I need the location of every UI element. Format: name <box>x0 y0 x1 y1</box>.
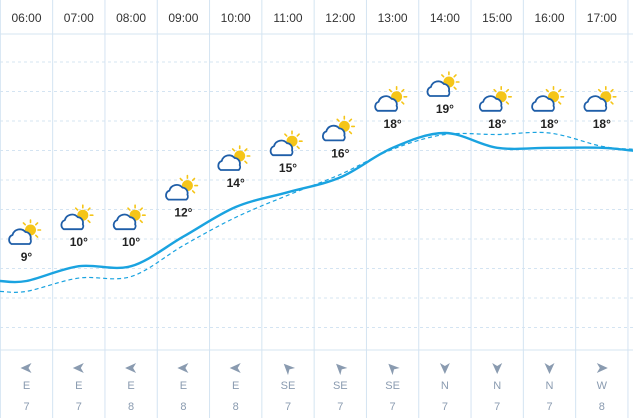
partly-cloudy-icon <box>531 86 565 112</box>
wind-arrow-icon <box>596 363 608 373</box>
wind-direction-label: N <box>441 380 449 392</box>
hour-column: 06:00 9° E 7 <box>8 11 42 413</box>
wind-direction-label: N <box>546 380 554 392</box>
temperature-label: 18° <box>488 117 506 131</box>
wind-arrow-icon <box>72 363 84 373</box>
wind-speed-label: 7 <box>76 401 82 413</box>
wind-arrow-icon <box>125 363 137 373</box>
wind-arrow-icon <box>336 363 348 376</box>
hour-label: 16:00 <box>534 11 564 25</box>
hour-label: 17:00 <box>587 11 617 25</box>
temperature-label: 18° <box>593 117 611 131</box>
hour-column: 17:00 18° W 8 <box>583 11 617 413</box>
wind-speed-label: 8 <box>180 401 186 413</box>
temperature-label: 19° <box>436 102 454 116</box>
temperature-label: 10° <box>70 235 88 249</box>
wind-arrow-icon <box>177 363 189 373</box>
partly-cloudy-icon <box>478 86 513 112</box>
hour-column: 07:00 10° E 7 <box>60 11 94 413</box>
series-line-solid <box>0 131 633 284</box>
partly-cloudy-icon <box>165 174 199 201</box>
hour-label: 07:00 <box>64 11 94 25</box>
hour-label: 13:00 <box>378 11 408 25</box>
wind-speed-label: 7 <box>337 401 343 413</box>
temperature-label: 18° <box>384 117 402 131</box>
wind-arrow-icon <box>492 363 503 374</box>
partly-cloudy-icon <box>583 86 617 112</box>
hour-column: 16:00 18° N 7 <box>531 11 565 413</box>
temperature-label: 9° <box>21 250 33 264</box>
wind-direction-label: SE <box>385 380 400 392</box>
hour-column: 15:00 18° N 7 <box>478 11 513 413</box>
wind-speed-label: 7 <box>546 401 552 413</box>
wind-arrow-icon <box>283 363 296 376</box>
hour-label: 06:00 <box>11 11 41 25</box>
hour-column: 13:00 18° SE 7 <box>374 11 408 413</box>
horizontal-gridlines <box>0 33 633 351</box>
wind-speed-label: 7 <box>442 401 448 413</box>
temperature-label: 18° <box>540 117 558 131</box>
partly-cloudy-icon <box>322 115 356 142</box>
hour-column: 11:00 15° SE 7 <box>269 11 303 413</box>
wind-direction-label: E <box>232 380 239 392</box>
hour-label: 08:00 <box>116 11 146 25</box>
partly-cloudy-icon <box>426 71 460 97</box>
hour-column: 08:00 10° E 8 <box>112 11 146 413</box>
hour-columns: 06:009°E707:0010°E708:0010°E809:0012°E81… <box>8 11 617 413</box>
hour-label: 12:00 <box>325 11 355 25</box>
wind-arrow-icon <box>439 363 450 374</box>
temperature-label: 12° <box>174 206 192 220</box>
hour-column: 10:00 14° E 8 <box>217 11 251 413</box>
wind-direction-label: SE <box>333 380 348 392</box>
partly-cloudy-icon <box>374 86 408 112</box>
temperature-label: 10° <box>122 235 140 249</box>
wind-arrow-icon <box>20 363 32 373</box>
series-line-dashed <box>0 131 633 293</box>
wind-direction-label: E <box>127 380 134 392</box>
wind-direction-label: E <box>23 380 30 392</box>
hour-label: 10:00 <box>221 11 251 25</box>
partly-cloudy-icon <box>269 130 303 157</box>
wind-speed-label: 7 <box>285 401 291 413</box>
wind-direction-label: E <box>75 380 82 392</box>
partly-cloudy-icon <box>112 204 146 231</box>
partly-cloudy-icon <box>217 145 251 171</box>
temperature-label: 14° <box>227 176 245 190</box>
temperature-label: 16° <box>331 146 349 160</box>
wind-arrow-icon <box>229 363 241 373</box>
wind-speed-label: 7 <box>390 401 396 413</box>
wind-speed-label: 7 <box>494 401 500 413</box>
wind-direction-label: N <box>493 380 501 392</box>
wind-arrow-icon <box>544 363 555 374</box>
wind-speed-label: 8 <box>128 401 134 413</box>
hour-column: 12:00 16° SE 7 <box>322 11 356 413</box>
hour-label: 09:00 <box>168 11 198 25</box>
wind-direction-label: W <box>597 380 608 392</box>
hour-label: 14:00 <box>430 11 460 25</box>
hour-column: 09:00 12° E 8 <box>165 11 199 413</box>
wind-speed-label: 8 <box>233 401 239 413</box>
wind-speed-label: 8 <box>599 401 605 413</box>
hour-column: 14:00 19° N 7 <box>426 11 460 413</box>
hour-label: 11:00 <box>273 11 302 25</box>
hour-label: 15:00 <box>482 11 512 25</box>
wind-direction-label: SE <box>281 380 296 392</box>
partly-cloudy-icon <box>8 219 42 245</box>
wind-arrow-icon <box>388 363 400 376</box>
wind-speed-label: 7 <box>23 401 29 413</box>
temperature-label: 15° <box>279 161 297 175</box>
partly-cloudy-icon <box>60 204 94 231</box>
wind-direction-label: E <box>180 380 187 392</box>
